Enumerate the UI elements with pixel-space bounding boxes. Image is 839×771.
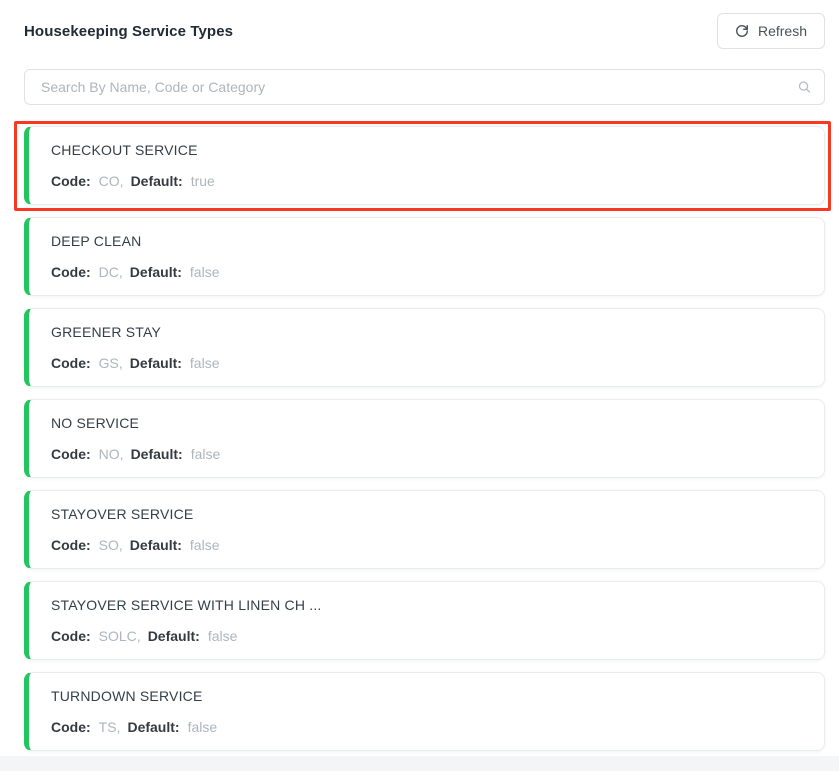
service-card-meta: Code: SO, Default: false: [51, 535, 804, 555]
service-card-turndown-service[interactable]: TURNDOWN SERVICE Code: TS, Default: false: [24, 672, 825, 751]
service-card-stayover-service-linen-change[interactable]: STAYOVER SERVICE WITH LINEN CH ... Code:…: [24, 581, 825, 660]
service-card-meta: Code: CO, Default: true: [51, 171, 804, 191]
page-background-strip: [0, 756, 839, 771]
code-label: Code:: [51, 355, 91, 371]
meta-separator: ,: [116, 719, 121, 735]
code-label: Code:: [51, 264, 91, 280]
service-card-title: STAYOVER SERVICE: [51, 506, 194, 522]
code-label: Code:: [51, 628, 91, 644]
service-card-greener-stay[interactable]: GREENER STAY Code: GS, Default: false: [24, 308, 825, 387]
refresh-icon: [735, 24, 749, 38]
default-value: false: [189, 264, 220, 280]
meta-separator: ,: [118, 537, 123, 553]
code-label: Code:: [51, 537, 91, 553]
service-card-meta: Code: DC, Default: false: [51, 262, 804, 282]
service-card-deep-clean[interactable]: DEEP CLEAN Code: DC, Default: false: [24, 217, 825, 296]
service-card-meta: Code: NO, Default: false: [51, 444, 804, 464]
default-label: Default:: [129, 537, 182, 553]
search-input[interactable]: [24, 69, 825, 105]
code-value: NO: [98, 446, 120, 462]
default-label: Default:: [127, 719, 180, 735]
meta-separator: ,: [118, 355, 123, 371]
code-value: SO: [98, 537, 119, 553]
default-value: false: [207, 628, 238, 644]
search-bar: [24, 69, 825, 105]
meta-separator: ,: [118, 264, 123, 280]
service-card-stayover-service[interactable]: STAYOVER SERVICE Code: SO, Default: false: [24, 490, 825, 569]
code-value: GS: [98, 355, 119, 371]
page-title: Housekeeping Service Types: [24, 22, 234, 40]
refresh-button[interactable]: Refresh: [716, 13, 825, 49]
default-value: true: [190, 173, 215, 189]
default-label: Default:: [147, 628, 200, 644]
service-card-checkout-service[interactable]: CHECKOUT SERVICE Code: CO, Default: true: [24, 126, 825, 205]
service-card-title: NO SERVICE: [51, 415, 140, 431]
service-card-slot: TURNDOWN SERVICE Code: TS, Default: false: [24, 672, 825, 751]
service-card-title: STAYOVER SERVICE WITH LINEN CH ...: [51, 597, 322, 613]
default-value: false: [189, 355, 220, 371]
service-type-list: CHECKOUT SERVICE Code: CO, Default: true DE…: [14, 121, 831, 751]
service-card-meta: Code: GS, Default: false: [51, 353, 804, 373]
service-card-title: CHECKOUT SERVICE: [51, 142, 198, 158]
housekeeping-service-types-page: Housekeeping Service Types Refresh CHECK…: [14, 12, 831, 751]
meta-separator: ,: [136, 628, 141, 644]
service-card-slot: DEEP CLEAN Code: DC, Default: false: [24, 217, 825, 296]
service-card-slot: CHECKOUT SERVICE Code: CO, Default: true: [14, 121, 831, 211]
default-value: false: [187, 719, 218, 735]
code-value: TS: [98, 719, 117, 735]
search-icon: [797, 80, 812, 95]
code-label: Code:: [51, 173, 91, 189]
code-value: SOLC: [98, 628, 137, 644]
code-value: DC: [98, 264, 119, 280]
service-card-slot: STAYOVER SERVICE WITH LINEN CH ... Code:…: [24, 581, 825, 660]
code-label: Code:: [51, 446, 91, 462]
default-label: Default:: [129, 355, 182, 371]
service-card-title: GREENER STAY: [51, 324, 162, 340]
service-card-no-service[interactable]: NO SERVICE Code: NO, Default: false: [24, 399, 825, 478]
default-value: false: [189, 537, 220, 553]
service-card-meta: Code: SOLC, Default: false: [51, 626, 804, 646]
default-label: Default:: [130, 446, 183, 462]
refresh-button-label: Refresh: [757, 23, 807, 39]
default-value: false: [190, 446, 221, 462]
code-label: Code:: [51, 719, 91, 735]
service-card-title: DEEP CLEAN: [51, 233, 142, 249]
meta-separator: ,: [119, 446, 124, 462]
meta-separator: ,: [119, 173, 124, 189]
service-card-slot: GREENER STAY Code: GS, Default: false: [24, 308, 825, 387]
default-label: Default:: [130, 173, 183, 189]
page-header: Housekeeping Service Types Refresh: [24, 12, 825, 50]
service-card-slot: NO SERVICE Code: NO, Default: false: [24, 399, 825, 478]
service-card-slot: STAYOVER SERVICE Code: SO, Default: false: [24, 490, 825, 569]
code-value: CO: [98, 173, 120, 189]
service-card-title: TURNDOWN SERVICE: [51, 688, 203, 704]
default-label: Default:: [129, 264, 182, 280]
service-card-meta: Code: TS, Default: false: [51, 717, 804, 737]
